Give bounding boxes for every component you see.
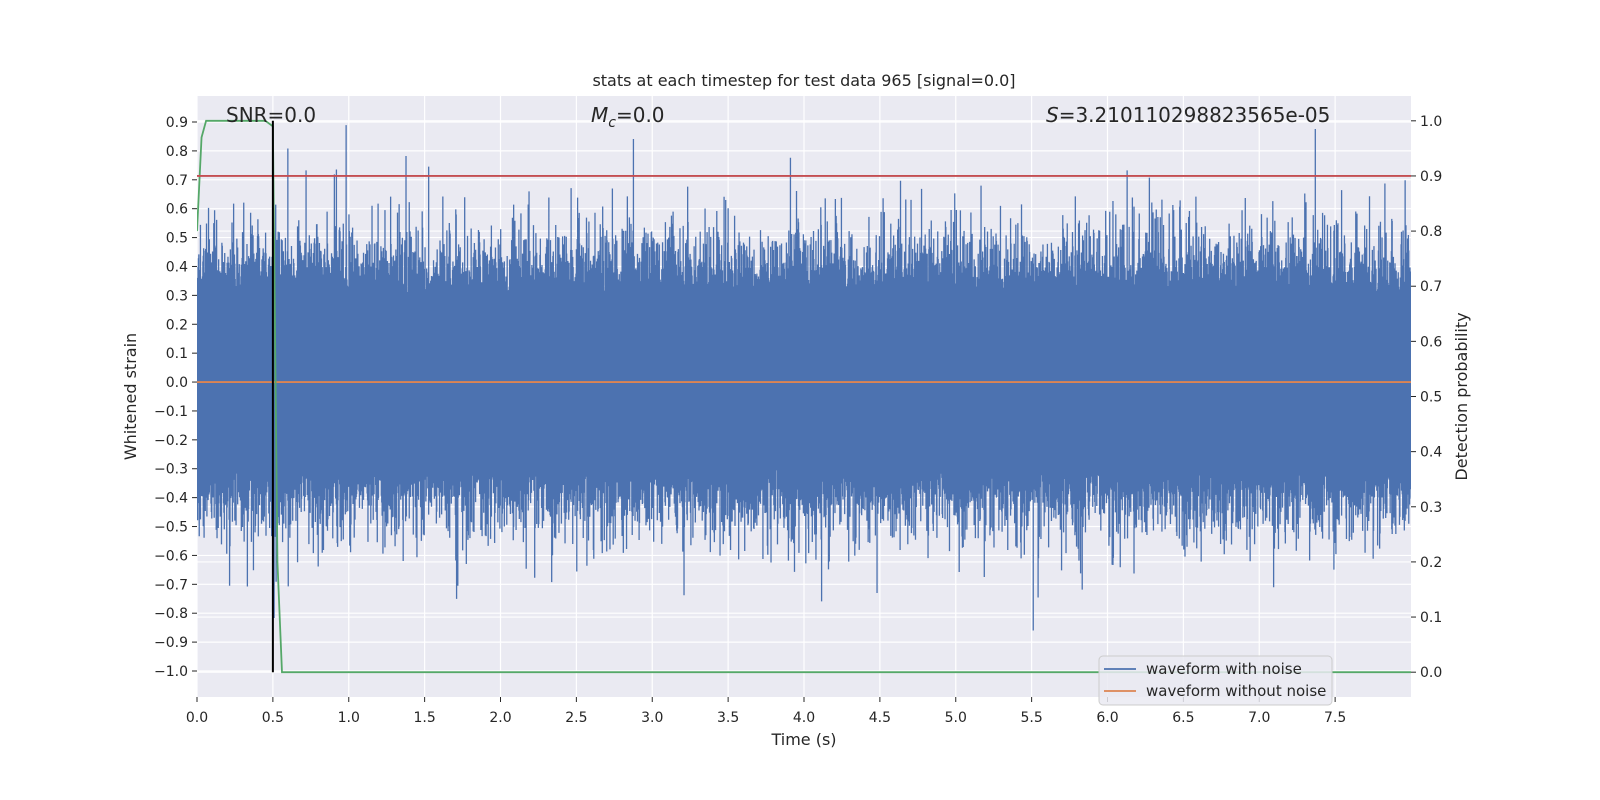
legend-entry-noise: waveform with noise [1146, 660, 1302, 678]
x-tick-label: 4.0 [793, 710, 815, 726]
series-layer [197, 119, 1411, 674]
x-tick-label: 1.5 [413, 710, 435, 726]
y2-tick-label: 0.4 [1420, 445, 1442, 461]
y-tick-label: −1.0 [154, 664, 188, 680]
y-tick-label: 0.3 [166, 288, 188, 304]
s-annotation: S=3.210110298823565e-05 [1046, 103, 1330, 127]
x-tick-label: 1.0 [338, 710, 360, 726]
y-tick-label: −0.4 [154, 491, 188, 507]
y-tick-label: 0.0 [166, 375, 188, 391]
x-tick-label: 6.5 [1172, 710, 1194, 726]
y-tick-label: 0.4 [166, 259, 188, 275]
series-waveform-with-noise [197, 125, 1411, 631]
s-symbol: S [1046, 103, 1059, 127]
x-tick-label: 5.5 [1020, 710, 1042, 726]
chart-title: stats at each timestep for test data 965… [592, 71, 1015, 90]
y-tick-label: −0.9 [154, 635, 188, 651]
x-tick-label: 5.0 [945, 710, 967, 726]
chirp-mass-annotation: Mc=0.0 [591, 103, 665, 131]
x-axis-label: Time (s) [770, 730, 836, 749]
s-value: =3.210110298823565e-05 [1059, 103, 1331, 127]
legend-entry-clean: waveform without noise [1146, 682, 1326, 700]
mc-subscript: c [608, 115, 616, 131]
y2-axis-label: Detection probability [1452, 312, 1471, 480]
mc-value: =0.0 [616, 103, 665, 127]
legend: waveform with noise waveform without noi… [1098, 655, 1333, 706]
y-tick-label: 0.6 [166, 202, 188, 218]
x-tick-label: 2.5 [565, 710, 587, 726]
y2-tick-label: 0.5 [1420, 390, 1442, 406]
legend-box [1098, 655, 1333, 706]
y-tick-label: 0.2 [166, 317, 188, 333]
y2-tick-label: 0.6 [1420, 334, 1442, 350]
y2-tick-label: 0.8 [1420, 224, 1442, 240]
x-tick-label: 0.0 [186, 710, 208, 726]
y-tick-label: −0.8 [154, 606, 188, 622]
y-tick-label: 0.5 [166, 231, 188, 247]
x-tick-label: 3.5 [717, 710, 739, 726]
y2-tick-label: 0.7 [1420, 279, 1442, 295]
y2-tick-label: 0.0 [1420, 665, 1442, 681]
x-tick-label: 4.5 [869, 710, 891, 726]
y-tick-label: −0.1 [154, 404, 188, 420]
y-tick-label: 0.7 [166, 173, 188, 189]
x-tick-label: 6.0 [1096, 710, 1118, 726]
y-tick-label: 0.1 [166, 346, 188, 362]
y-tick-label: −0.6 [154, 548, 188, 564]
y2-tick-label: 0.3 [1420, 500, 1442, 516]
y2-tick-label: 0.1 [1420, 610, 1442, 626]
left-axis: 0.9 0.8 0.7 0.6 0.5 0.4 0.3 0.2 0.1 0.0 −0.1 −0.2 −0… [154, 115, 197, 680]
x-tick-label: 0.5 [262, 710, 284, 726]
y-axis-label: Whitened strain [121, 333, 140, 460]
y-tick-label: −0.2 [154, 433, 188, 449]
x-tick-label: 7.5 [1324, 710, 1346, 726]
y-tick-label: −0.3 [154, 462, 188, 478]
series-detection-probability [197, 119, 1411, 674]
snr-annotation: SNR=0.0 [226, 103, 316, 127]
y-tick-label: 0.8 [166, 144, 188, 160]
x-tick-label: 3.0 [641, 710, 663, 726]
y-tick-label: 0.9 [166, 115, 188, 131]
y-tick-label: −0.7 [154, 577, 188, 593]
y2-tick-label: 0.9 [1420, 169, 1442, 185]
y2-tick-label: 1.0 [1420, 114, 1442, 130]
right-axis: 1.0 0.9 0.8 0.7 0.6 0.5 0.4 0.3 0.2 0.1 0.0 [1411, 114, 1442, 681]
mc-symbol: M [591, 103, 608, 127]
y-tick-label: −0.5 [154, 520, 188, 536]
y2-tick-label: 0.2 [1420, 555, 1442, 571]
x-tick-label: 2.0 [489, 710, 511, 726]
x-tick-label: 7.0 [1248, 710, 1270, 726]
